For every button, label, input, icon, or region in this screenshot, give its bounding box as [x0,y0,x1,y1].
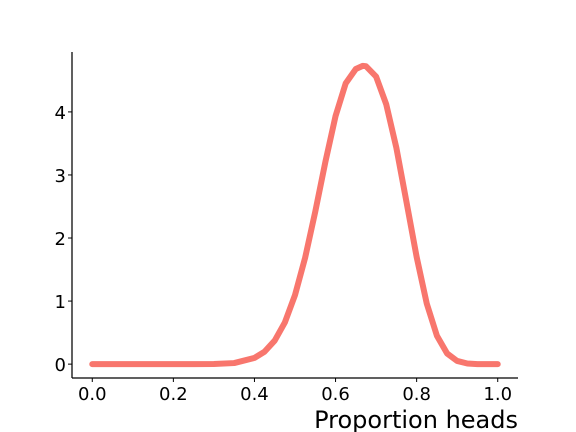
x-tick-label: 0.4 [240,384,269,405]
x-tick-label: 0.2 [159,384,188,405]
y-tick-label: 2 [55,229,66,250]
x-tick-label: 0.8 [402,384,431,405]
y-tick-label: 0 [55,355,66,376]
x-axis-title: Proportion heads [314,406,518,432]
x-tick-label: 0.6 [321,384,350,405]
y-tick-label: 1 [55,292,66,313]
y-tick-label: 4 [55,103,66,124]
y-tick-label: 3 [55,166,66,187]
series-line-0 [89,62,501,368]
x-tick-label: 1.0 [483,384,512,405]
x-tick-label: 0.0 [78,384,107,405]
